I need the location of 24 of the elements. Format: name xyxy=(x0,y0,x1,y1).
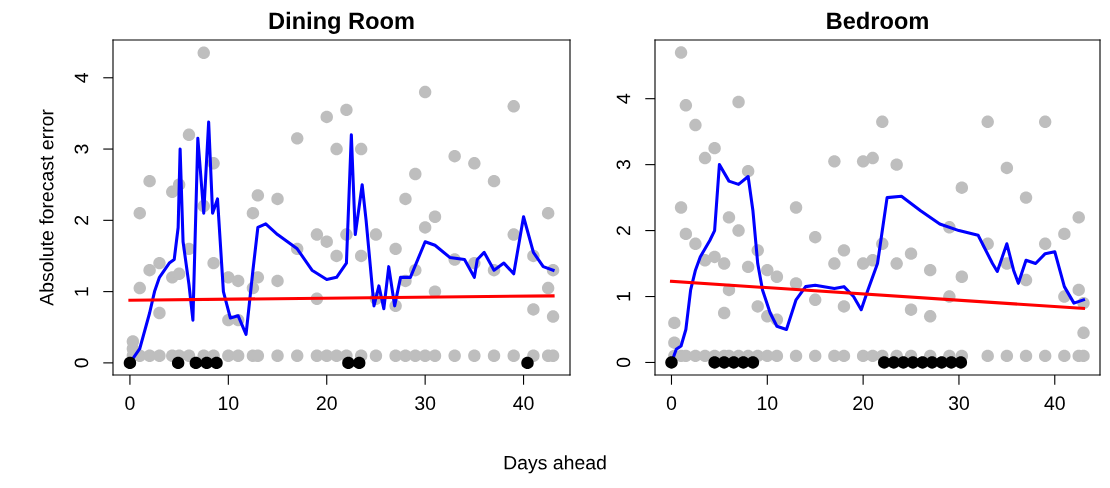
y-tick-label: 3 xyxy=(616,160,631,170)
x-tick-label: 10 xyxy=(757,396,778,411)
x-tick-label: 30 xyxy=(948,396,969,411)
y-tick-label: 1 xyxy=(74,287,89,296)
x-tick-label: 0 xyxy=(666,396,677,411)
y-tick-label: 4 xyxy=(616,93,631,104)
x-tick-label: 30 xyxy=(415,396,436,411)
y-tick-label: 2 xyxy=(616,226,631,236)
y-tick-label: 2 xyxy=(74,215,89,225)
x-tick-label: 40 xyxy=(1044,396,1065,411)
chart-title: Bedroom xyxy=(827,11,928,30)
y-tick-label: 4 xyxy=(74,72,89,83)
y-tick-label: 0 xyxy=(616,357,631,368)
x-tick-label: 40 xyxy=(513,396,534,411)
x-axis-title: Days ahead xyxy=(504,455,606,474)
x-tick-label: 0 xyxy=(125,396,135,411)
x-tick-label: 10 xyxy=(219,396,239,411)
y-tick-label: 3 xyxy=(74,144,89,154)
x-tick-label: 20 xyxy=(853,396,874,411)
y-tick-label: 0 xyxy=(74,358,89,368)
chart-title: Dining Room xyxy=(269,11,414,34)
y-axis-title: Absolute forecast error xyxy=(39,109,54,306)
y-tick-label: 1 xyxy=(616,292,631,301)
x-tick-label: 20 xyxy=(316,396,337,411)
